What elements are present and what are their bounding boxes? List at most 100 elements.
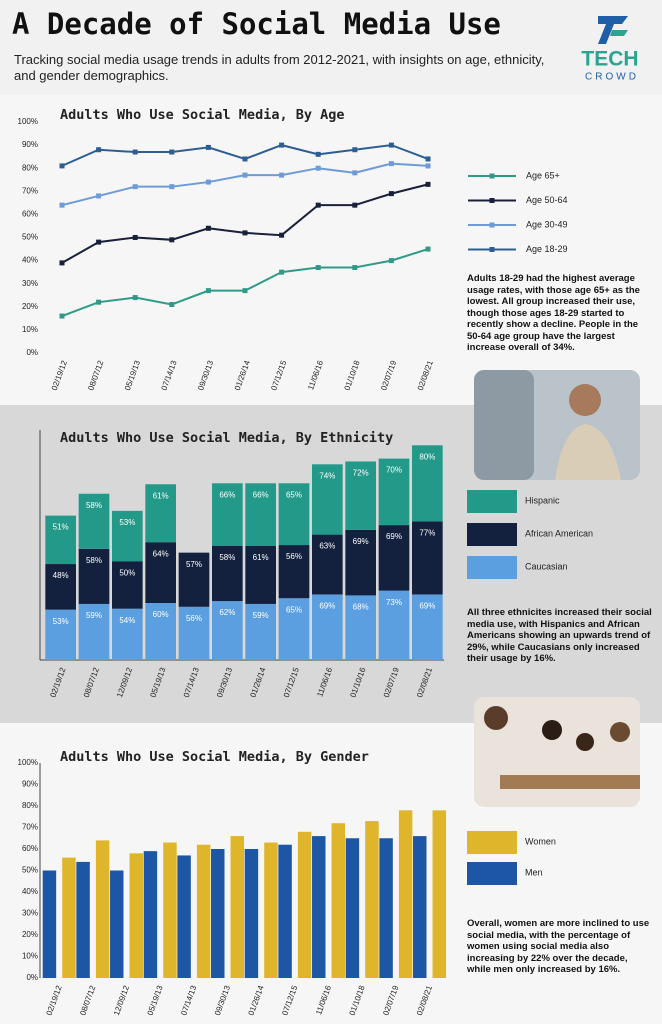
annotation: Adults 18-29 had the highest average usa… [467,273,640,353]
point [205,288,211,294]
value-label: 80% [419,452,435,461]
bar-segment [412,521,443,595]
point [352,147,358,153]
y-tick-label: 100% [18,117,38,126]
bar [264,842,278,978]
section-bg [0,95,662,405]
bar [244,849,259,978]
legend-label: Age 18-29 [526,244,568,254]
bar [62,857,76,978]
point [205,179,211,185]
bar-segment [245,546,276,604]
legend-label: Age 30-49 [526,219,568,229]
legend-swatch [489,198,495,203]
subtitle: Tracking social media usage trends in ad… [14,52,545,83]
legend-swatch [489,173,495,179]
value-label: 53% [119,518,135,527]
bar-segment [278,483,310,546]
y-tick-label: 20% [22,930,38,939]
logo-icon [610,30,628,36]
point [205,225,211,231]
bar-segment [78,493,110,549]
point [352,170,358,176]
point [242,172,248,178]
value-label: 58% [219,553,235,562]
value-label: 66% [219,490,235,499]
bar [345,838,360,978]
bar [278,844,292,978]
page-title: A Decade of Social Media Use [12,7,501,41]
value-label: 64% [153,549,169,558]
point [169,237,175,243]
value-label: 73% [386,598,402,607]
point [132,235,138,240]
legend-label: Women [525,836,556,846]
chart-title: Adults Who Use Social Media, By Age [60,107,344,123]
bar-segment [278,598,310,660]
logo-text: CROWD [585,72,639,83]
point [59,163,65,169]
value-label: 62% [219,608,235,617]
value-label: 59% [253,611,269,620]
y-tick-label: 60% [22,844,38,853]
bar [432,810,447,978]
y-tick-label: 90% [22,780,38,789]
point [279,142,285,148]
y-tick-label: 0% [26,348,38,357]
point [59,313,65,319]
point [425,181,431,187]
bar [312,836,326,978]
bar [163,842,177,978]
legend-swatch [467,556,517,579]
photo [474,697,640,807]
bar-segment [212,601,243,660]
bar-segment [312,464,343,535]
bar-segment [378,458,410,526]
chart-title: Adults Who Use Social Media, By Gender [60,749,369,765]
value-label: 69% [419,602,435,611]
bar-segment [312,534,343,595]
bar [129,853,144,978]
point [96,299,102,305]
point [388,258,394,264]
bar-segment [45,564,76,610]
y-tick-label: 20% [22,302,38,311]
bar [196,844,211,978]
bar-segment [112,510,143,562]
value-label: 72% [353,469,369,478]
value-label: 56% [186,614,202,623]
value-label: 61% [153,491,169,500]
legend-label: Men [525,867,543,877]
point [242,156,248,162]
bar [230,836,245,978]
point [242,230,248,236]
bar-segment [45,609,76,660]
value-label: 70% [386,466,402,475]
bar [331,823,346,978]
y-tick-label: 40% [22,887,38,896]
point [59,202,65,208]
bar-segment [112,608,143,660]
bar [365,821,379,978]
point [388,191,394,197]
legend-swatch [489,222,495,228]
point [315,202,321,208]
point [96,147,102,153]
value-label: 57% [186,560,202,569]
value-label: 48% [53,571,69,580]
bar-segment [45,515,76,565]
bar-segment [278,545,310,599]
legend-label: Hispanic [525,495,560,505]
value-label: 69% [353,537,369,546]
y-tick-label: 0% [26,973,38,982]
legend-swatch [489,247,495,252]
value-label: 59% [86,611,102,620]
bar [95,840,110,978]
y-tick-label: 50% [22,866,38,875]
bar-segment [178,606,210,660]
bar-segment [378,525,410,591]
y-tick-label: 10% [22,325,38,334]
legend-swatch [467,523,517,546]
bar [297,831,312,978]
